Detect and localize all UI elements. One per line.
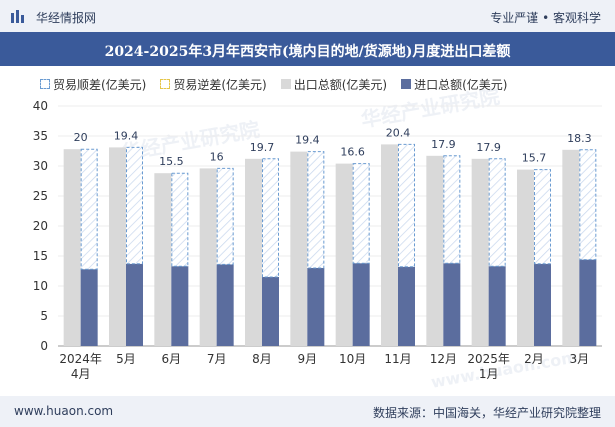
y-tick-label: 25 [33, 189, 48, 203]
import-bar [443, 263, 461, 346]
x-tick-label: 11月 [384, 352, 411, 366]
x-tick-label: 6月 [162, 352, 182, 366]
x-tick-label: 7月 [207, 352, 227, 366]
legend-swatch-deficit [160, 79, 171, 89]
data-label: 20 [74, 131, 88, 144]
import-bar [80, 269, 98, 346]
surplus-bar [307, 151, 325, 269]
x-tick-label: 3月 [570, 352, 590, 366]
legend-swatch-export [280, 79, 291, 89]
data-label: 16 [210, 150, 224, 163]
legend-item-export: 出口总额(亿美元) [280, 75, 388, 93]
surplus-bar [352, 163, 370, 264]
import-bar [352, 263, 370, 346]
export-bar [63, 149, 81, 346]
export-bar [109, 147, 126, 346]
data-label: 17.9 [476, 141, 501, 154]
brand-name: 华经情报网 [36, 11, 97, 25]
x-tick-label: 4月 [71, 367, 91, 381]
export-bar [426, 155, 444, 346]
surplus-bar [534, 169, 551, 265]
surplus-bar [488, 158, 506, 267]
export-bar [154, 173, 172, 346]
export-bar [199, 168, 217, 346]
x-tick-label: 2月 [524, 352, 544, 366]
data-label: 20.4 [386, 126, 411, 139]
import-bar [488, 266, 506, 346]
surplus-bar [171, 172, 189, 267]
import-bar [398, 266, 415, 346]
data-label: 15.7 [522, 152, 547, 165]
data-label: 15.5 [159, 155, 184, 168]
export-bar [517, 169, 534, 346]
x-tick-label: 5月 [116, 352, 136, 366]
import-bar [534, 263, 551, 346]
x-tick-label: 9月 [298, 352, 318, 366]
legend-swatch-surplus [40, 79, 50, 89]
legend-item-deficit: 贸易逆差(亿美元) [160, 75, 267, 93]
import-bar [307, 268, 325, 346]
data-label: 17.9 [431, 138, 456, 151]
export-bar [335, 163, 353, 346]
surplus-bar [80, 148, 98, 270]
legend-label-export: 出口总额(亿美元) [293, 77, 388, 92]
y-tick-label: 35 [33, 129, 48, 143]
x-tick-label: 12月 [430, 352, 457, 366]
y-tick-label: 10 [33, 279, 48, 293]
data-label: 18.3 [567, 132, 592, 145]
legend-label-surplus: 贸易顺差(亿美元) [53, 77, 147, 92]
y-tick-label: 5 [40, 309, 48, 323]
surplus-bar [579, 149, 597, 261]
legend-label-import: 进口总额(亿美元) [414, 77, 508, 92]
export-bar [290, 151, 308, 346]
surplus-bar [216, 167, 234, 265]
y-tick-label: 15 [33, 249, 48, 263]
footer-website[interactable]: www.huaon.com [14, 404, 114, 418]
x-tick-label: 2025年 [467, 352, 510, 366]
export-bar [562, 149, 580, 346]
export-bar [471, 158, 489, 346]
title-bar [0, 32, 615, 66]
data-label: 16.6 [340, 146, 365, 159]
legend-swatch-import [401, 79, 412, 89]
y-tick-label: 0 [40, 339, 48, 353]
legend-item-surplus: 贸易顺差(亿美元) [40, 75, 146, 93]
x-tick-label: 8月 [252, 352, 272, 366]
surplus-bar [443, 155, 461, 264]
legend-label-deficit: 贸易逆差(亿美元) [173, 77, 267, 92]
footer-bar [0, 396, 615, 427]
tagline: 专业严谨 • 客观科学 [490, 11, 601, 25]
export-bar [245, 158, 262, 346]
data-label: 19.4 [114, 129, 139, 142]
surplus-bar [262, 158, 279, 278]
y-tick-label: 30 [33, 159, 48, 173]
import-bar [126, 263, 143, 346]
y-tick-label: 20 [33, 219, 48, 233]
logo-icon [11, 10, 24, 23]
surplus-bar [126, 146, 143, 265]
import-bar [262, 277, 279, 346]
import-bar [579, 259, 597, 346]
export-bar [381, 144, 398, 346]
legend-item-import: 进口总额(亿美元) [401, 75, 508, 93]
data-label: 19.4 [295, 134, 320, 147]
x-tick-label: 2024年 [59, 352, 102, 366]
import-bar [216, 264, 234, 346]
surplus-bar [398, 143, 415, 268]
import-bar [171, 266, 189, 346]
y-tick-label: 40 [33, 99, 48, 113]
x-tick-label: 1月 [479, 367, 499, 381]
chart-legend: 贸易顺差(亿美元) 贸易逆差(亿美元) 出口总额(亿美元) 进口总额(亿美元) [40, 75, 600, 93]
data-label: 19.7 [250, 141, 275, 154]
header-bar [0, 0, 615, 32]
x-tick-label: 10月 [339, 352, 366, 366]
chart-title: 2024-2025年3月年西安市(境内目的地/货源地)月度进出口差额 [104, 44, 511, 60]
footer-source: 数据来源：中国海关，华经产业研究院整理 [372, 406, 601, 420]
